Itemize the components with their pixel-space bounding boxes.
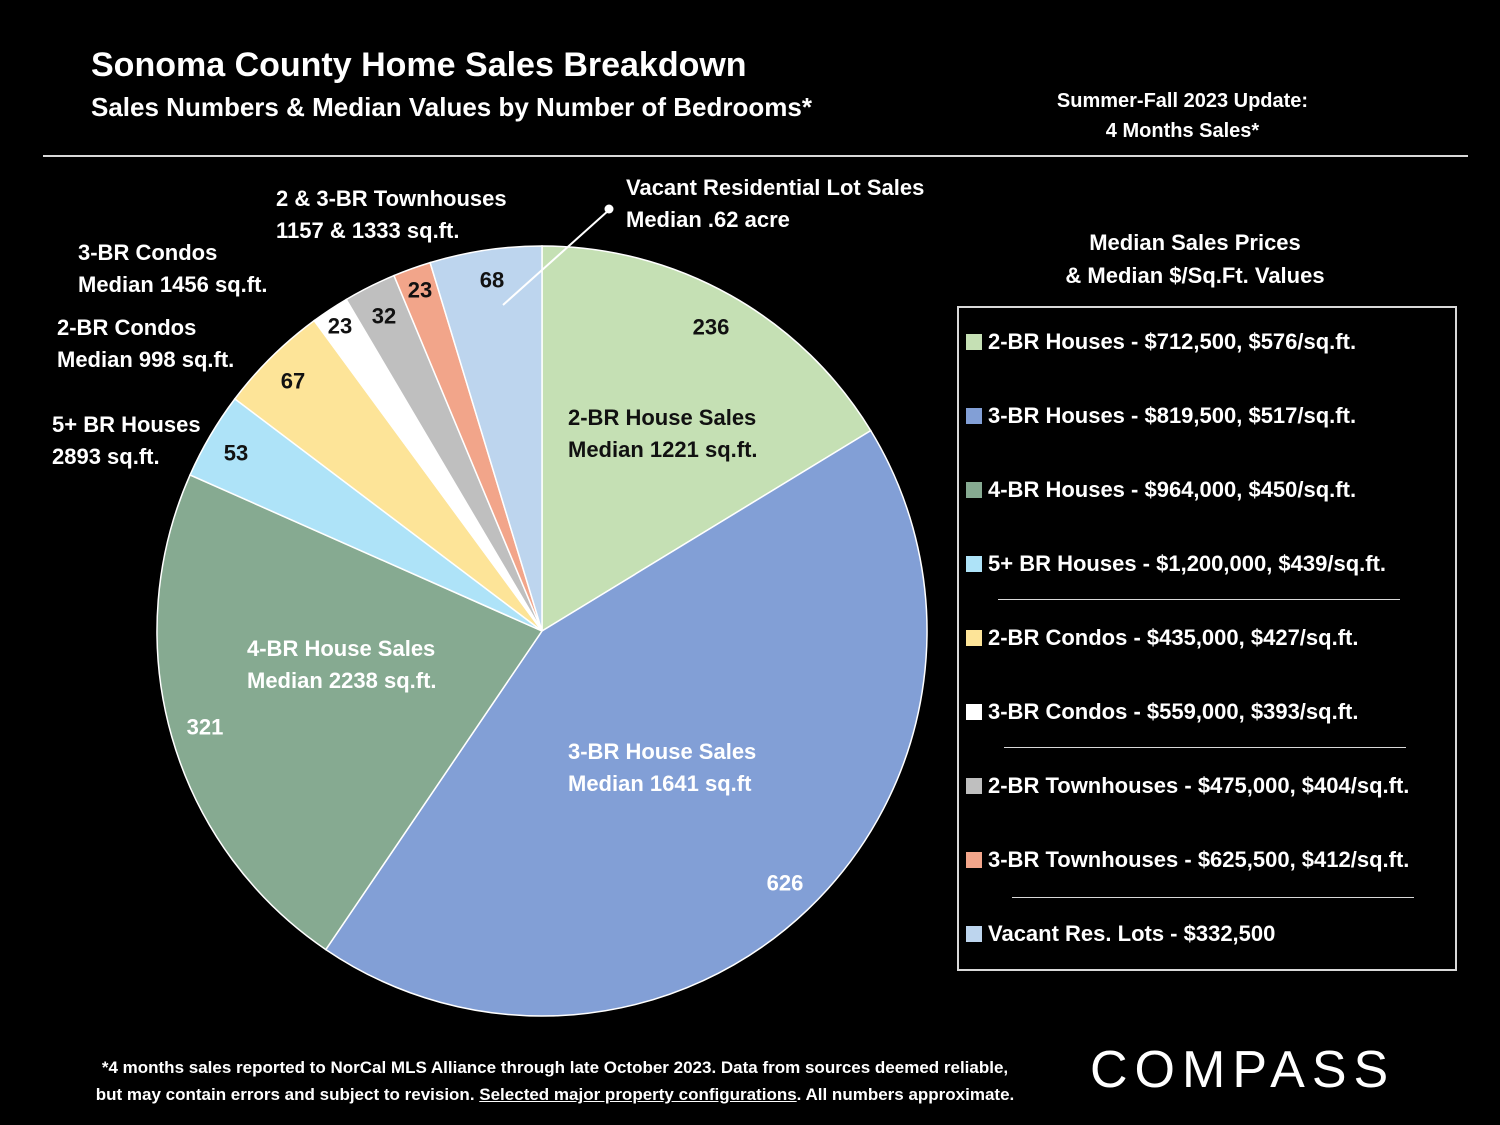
annotation-2br-house: 2-BR House Sales Median 1221 sq.ft. [568, 405, 758, 462]
legend-item: 5+ BR Houses - $1,200,000, $439/sq.ft. [966, 551, 1386, 577]
legend-swatch [966, 926, 982, 942]
annotation-townhouses: 2 & 3-BR Townhouses 1157 & 1333 sq.ft. [276, 186, 507, 243]
pie-value-labels: 236 626 321 53 67 23 32 23 68 [187, 268, 804, 896]
value-label-3-br-house-sales: 626 [767, 871, 804, 896]
legend-item: 4-BR Houses - $964,000, $450/sq.ft. [966, 477, 1356, 503]
value-label-5-br-houses: 53 [224, 441, 248, 466]
legend-swatch [966, 556, 982, 572]
legend-swatch [966, 482, 982, 498]
annotation-vacant-lots: Vacant Residential Lot Sales Median .62 … [626, 175, 925, 232]
legend-label: 2-BR Condos - $435,000, $427/sq.ft. [988, 625, 1359, 650]
legend-item: Vacant Res. Lots - $332,500 [966, 921, 1275, 947]
legend-swatch [966, 852, 982, 868]
legend-swatch [966, 408, 982, 424]
value-label-3-br-condos: 23 [328, 314, 352, 339]
legend-divider-houses [998, 599, 1400, 600]
value-label-2-br-condos: 67 [281, 369, 305, 394]
header-divider [43, 155, 1468, 157]
compass-logo: COMPASS [1090, 1041, 1396, 1099]
page-title: Sonoma County Home Sales Breakdown [91, 46, 747, 84]
pie-slice-2-br-house-sales [541, 245, 872, 633]
vacant-leader [502, 204, 614, 306]
legend-label: Vacant Res. Lots - $332,500 [988, 921, 1276, 946]
legend-swatch [966, 630, 982, 646]
pie-slice-3-br-house-sales [324, 429, 928, 1017]
legend-swatch [966, 334, 982, 350]
legend-swatch [966, 778, 982, 794]
annotation-5br-house: 5+ BR Houses 2893 sq.ft. [52, 412, 201, 469]
annotation-4br-house: 4-BR House Sales Median 2238 sq.ft. [247, 636, 437, 693]
legend-item: 2-BR Houses - $712,500, $576/sq.ft. [966, 329, 1356, 355]
configurations-link[interactable]: Selected major property configurations [479, 1085, 797, 1104]
page-subtitle: Sales Numbers & Median Values by Number … [91, 92, 812, 122]
legend-label: 2-BR Townhouses - $475,000, $404/sq.ft. [988, 773, 1410, 798]
pie-slices [156, 245, 928, 1017]
annotation-2br-condo: 2-BR Condos Median 998 sq.ft. [57, 315, 235, 372]
legend-label: 2-BR Houses - $712,500, $576/sq.ft. [988, 329, 1357, 354]
value-label-vacant-residential-lot-sales: 68 [480, 268, 504, 293]
leader-line [502, 209, 610, 306]
value-label-2-br-house-sales: 236 [693, 315, 730, 340]
value-label-4-br-house-sales: 321 [187, 715, 224, 740]
legend-divider-condos [1004, 747, 1406, 748]
update-line-2: 4 Months Sales* [1105, 120, 1260, 142]
legend-item: 2-BR Condos - $435,000, $427/sq.ft. [966, 625, 1358, 651]
pie-slice-vacant-residential-lot-sales [429, 245, 543, 632]
update-note: Summer-Fall 2023 Update: 4 Months Sales* [1010, 86, 1355, 146]
value-label-2-br-townhouses: 32 [372, 304, 396, 329]
legend-heading: Median Sales Prices & Median $/Sq.Ft. Va… [1065, 230, 1325, 288]
pie-slice-4-br-house-sales [156, 473, 544, 951]
legend-label: 5+ BR Houses - $1,200,000, $439/sq.ft. [988, 551, 1387, 576]
legend-item: 2-BR Townhouses - $475,000, $404/sq.ft. [966, 773, 1409, 799]
value-label-3-br-townhouses: 23 [408, 278, 432, 303]
legend-item: 3-BR Townhouses - $625,500, $412/sq.ft. [966, 847, 1409, 873]
legend-box [957, 306, 1457, 971]
legend-item: 3-BR Houses - $819,500, $517/sq.ft. [966, 403, 1356, 429]
legend-label: 3-BR Townhouses - $625,500, $412/sq.ft. [988, 847, 1410, 872]
legend-divider-townhouses [1012, 897, 1414, 898]
leader-dot [604, 204, 614, 214]
annotation-3br-condo: 3-BR Condos Median 1456 sq.ft. [78, 240, 268, 297]
update-line-1: Summer-Fall 2023 Update: [1056, 90, 1309, 112]
footnote: *4 months sales reported to NorCal MLS A… [95, 1058, 1015, 1104]
annotation-3br-house: 3-BR House Sales Median 1641 sq.ft [568, 739, 757, 796]
legend-item: 3-BR Condos - $559,000, $393/sq.ft. [966, 699, 1358, 725]
legend-label: 3-BR Condos - $559,000, $393/sq.ft. [988, 699, 1359, 724]
legend-label: 4-BR Houses - $964,000, $450/sq.ft. [988, 477, 1357, 502]
legend-swatch [966, 704, 982, 720]
legend-label: 3-BR Houses - $819,500, $517/sq.ft. [988, 403, 1357, 428]
